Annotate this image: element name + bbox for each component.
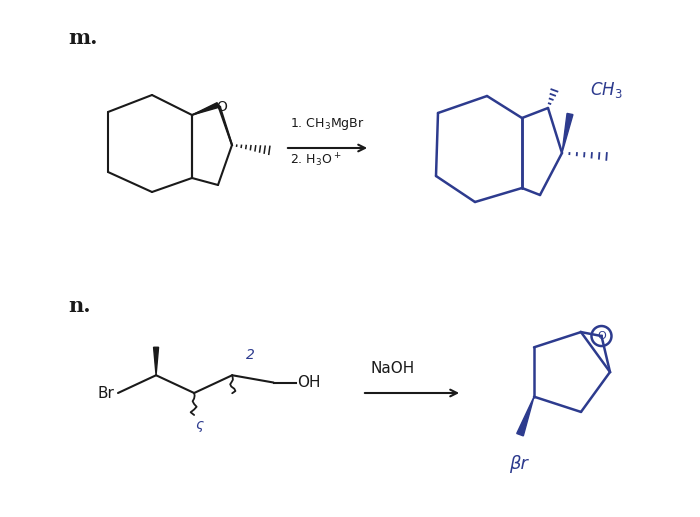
Text: NaOH: NaOH <box>370 361 414 376</box>
Polygon shape <box>192 103 219 115</box>
Polygon shape <box>153 347 159 375</box>
Text: n.: n. <box>68 296 90 316</box>
Text: O: O <box>216 100 228 114</box>
Text: Br: Br <box>97 386 114 401</box>
Polygon shape <box>562 113 573 153</box>
Text: 2: 2 <box>246 348 255 362</box>
Text: m.: m. <box>68 28 97 48</box>
Polygon shape <box>517 397 534 436</box>
Text: 2. H$_3$O$^+$: 2. H$_3$O$^+$ <box>290 152 342 170</box>
Text: CH$_3$: CH$_3$ <box>590 80 623 100</box>
Text: 1. CH$_3$MgBr: 1. CH$_3$MgBr <box>290 116 365 132</box>
Text: βr: βr <box>509 454 528 473</box>
Text: OH: OH <box>298 375 321 390</box>
Text: ς: ς <box>195 418 203 432</box>
Text: O: O <box>597 331 606 341</box>
